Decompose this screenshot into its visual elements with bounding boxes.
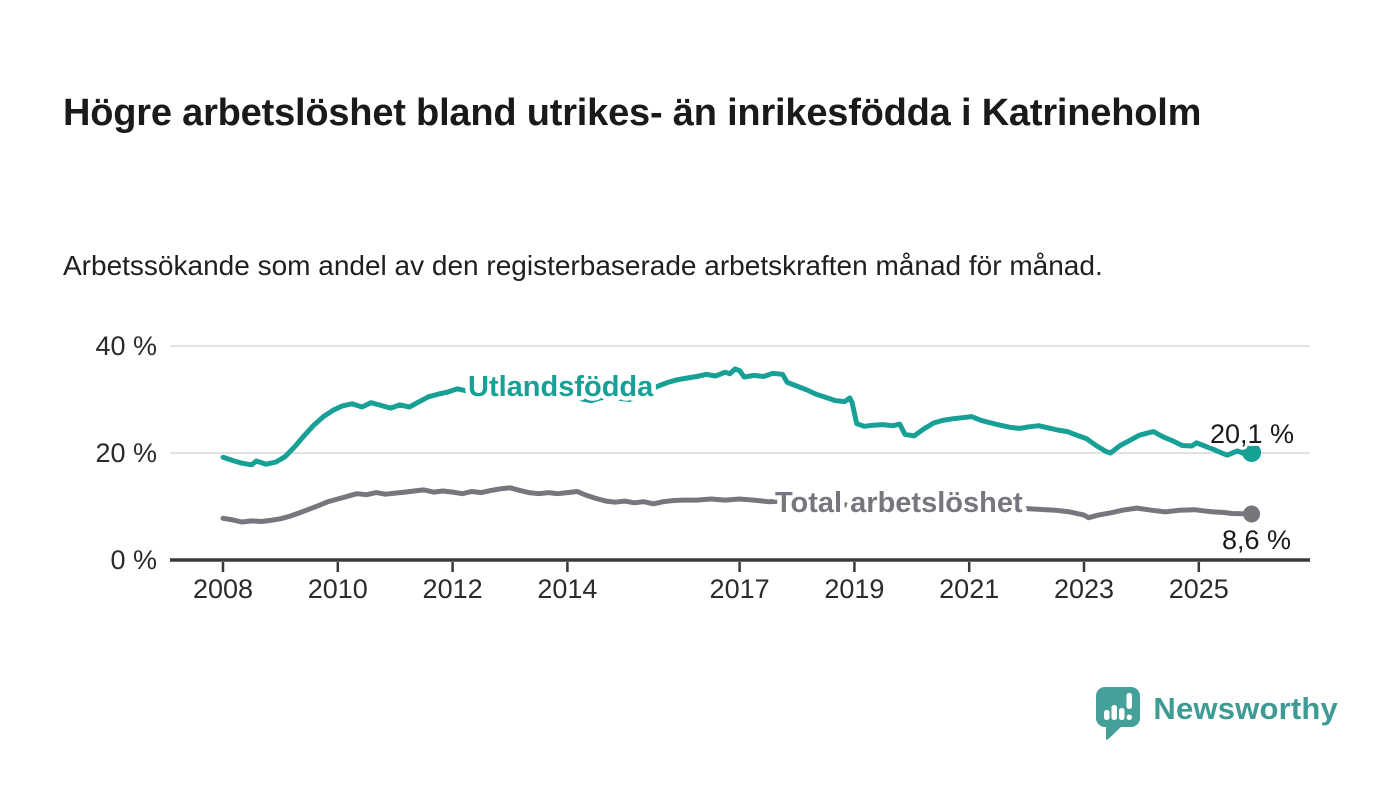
x-axis-tick-label: 2014 [537,574,597,604]
x-axis-tick-label: 2023 [1054,574,1114,604]
chart-subtitle: Arbetssökande som andel av den registerb… [63,250,1103,281]
series-endpoint-dot [1242,442,1262,462]
brand-footer: Newsworthy [1095,686,1338,740]
x-axis-tick-label: 2017 [710,574,770,604]
series-end-value-label: 20,1 % [1210,419,1294,449]
series-line-total [220,485,1255,525]
series-end-value-label: 8,6 % [1222,525,1291,555]
series-line-utlandsfodda [220,366,1255,468]
x-axis-tick-label: 2010 [308,574,368,604]
x-axis-tick-label: 2021 [939,574,999,604]
series-label: Total arbetslöshet [775,487,1023,519]
x-axis-tick-label: 2008 [193,574,253,604]
series-endpoint-dot [1243,505,1261,523]
page-title: Högre arbetslöshet bland utrikes- än inr… [63,92,1202,135]
x-axis-tick-label: 2012 [423,574,483,604]
y-axis-tick-label: 0 % [110,545,157,575]
series-label: Utlandsfödda [468,371,654,403]
y-axis-tick-label: 20 % [95,438,157,468]
x-axis-tick-label: 2025 [1169,574,1229,604]
y-axis-tick-label: 40 % [95,331,157,361]
x-axis-tick-label: 2019 [824,574,884,604]
brand-name: Newsworthy [1153,691,1338,726]
bar-chart-speech-bubble-icon [1096,687,1141,740]
